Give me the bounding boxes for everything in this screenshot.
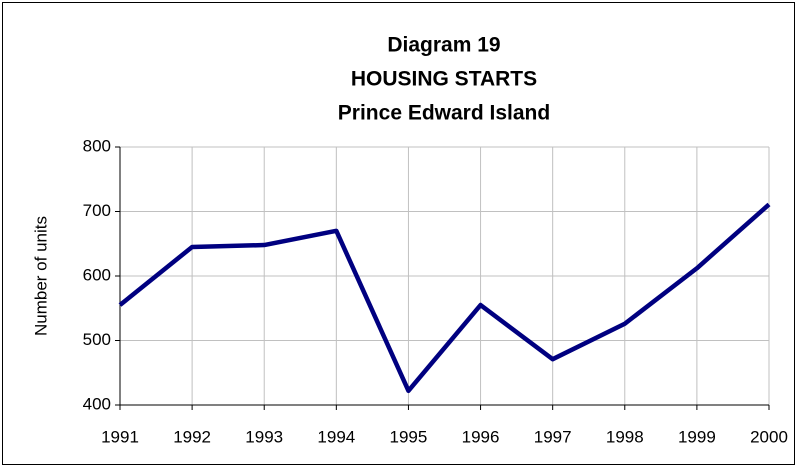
chart-title: Prince Edward Island bbox=[338, 102, 550, 125]
x-tick-label: 1999 bbox=[678, 427, 716, 446]
data-line bbox=[118, 202, 771, 394]
x-tick-label: 2000 bbox=[750, 427, 788, 446]
x-tick-label: 1991 bbox=[101, 427, 139, 446]
y-tick-label: 600 bbox=[83, 265, 111, 284]
x-tick-label: 1993 bbox=[245, 427, 283, 446]
y-tick-label: 400 bbox=[83, 394, 111, 413]
chart-title: Diagram 19 bbox=[387, 34, 500, 57]
x-tick-label: 1994 bbox=[317, 427, 355, 446]
x-tick-label: 1995 bbox=[390, 427, 428, 446]
y-tick-label: 800 bbox=[83, 136, 111, 155]
chart-title: HOUSING STARTS bbox=[351, 68, 537, 91]
y-tick-label: 500 bbox=[83, 330, 111, 349]
x-tick-label: 1998 bbox=[606, 427, 644, 446]
x-tick-label: 1992 bbox=[173, 427, 211, 446]
y-axis-label: Number of units bbox=[31, 216, 50, 336]
x-tick-label: 1996 bbox=[462, 427, 500, 446]
x-tick-label: 1997 bbox=[534, 427, 572, 446]
y-tick-label: 700 bbox=[83, 201, 111, 220]
